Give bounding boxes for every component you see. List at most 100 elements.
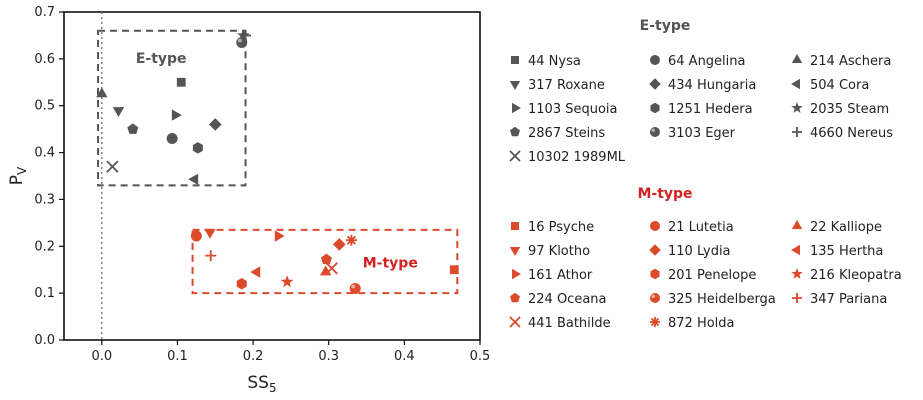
legend-label: 21 Lutetia bbox=[668, 220, 734, 235]
sphere-marker-shape bbox=[650, 293, 660, 303]
triangle-up-marker-shape bbox=[319, 265, 332, 276]
triangle-right-marker-shape bbox=[512, 268, 521, 280]
data-point-star bbox=[280, 275, 294, 288]
legend-entry: 224 Oceana bbox=[510, 292, 607, 307]
legend-marker-plus bbox=[792, 293, 802, 303]
data-point-square bbox=[449, 265, 459, 275]
legend-entry: 16 Psyche bbox=[511, 220, 594, 235]
star-marker-shape bbox=[791, 102, 803, 113]
legend-marker-diamond bbox=[649, 244, 661, 256]
legend-label: 135 Hertha bbox=[810, 244, 883, 259]
star-marker-shape bbox=[280, 275, 294, 288]
circle-marker-shape bbox=[190, 230, 202, 242]
legend-entry: 216 Kleopatra bbox=[791, 268, 902, 283]
plus-marker-shape bbox=[205, 250, 217, 262]
legend-entry: 3103 Eger bbox=[650, 126, 736, 141]
circle-marker-shape bbox=[650, 55, 660, 65]
legend-marker-sphere bbox=[650, 293, 660, 303]
legend-label: 434 Hungaria bbox=[668, 78, 756, 93]
legend-label: 1251 Hedera bbox=[668, 102, 753, 117]
x-axis-label-subscript: 5 bbox=[269, 381, 277, 395]
legend-label: 22 Kalliope bbox=[810, 220, 882, 235]
legend-label: 201 Penelope bbox=[668, 268, 756, 283]
sphere-highlight bbox=[651, 128, 655, 132]
square-marker-shape bbox=[449, 265, 459, 275]
hexagon-marker-shape bbox=[236, 277, 247, 290]
y-tick-label: 0.0 bbox=[34, 333, 55, 348]
pentagon-marker-shape bbox=[510, 292, 520, 303]
data-point-circle bbox=[190, 230, 202, 242]
asterisk-marker-shape bbox=[345, 234, 357, 246]
data-point-triangle-up bbox=[319, 265, 332, 276]
legend-marker-sphere bbox=[650, 127, 660, 137]
legend-entry: 2867 Steins bbox=[510, 126, 605, 141]
legend-entry: 44 Nysa bbox=[511, 54, 581, 69]
y-tick-label: 0.6 bbox=[34, 52, 55, 67]
square-marker-shape bbox=[176, 77, 186, 87]
y-tick-label: 0.5 bbox=[34, 99, 55, 114]
triangle-up-marker-shape bbox=[791, 54, 803, 63]
hexagon-marker-shape bbox=[650, 102, 660, 114]
legend-marker-x bbox=[509, 150, 521, 162]
e-type-box-label: E-type bbox=[136, 51, 187, 67]
x-axis-label: SS5 bbox=[247, 373, 276, 395]
legend-label: 97 Klotho bbox=[528, 244, 590, 259]
legend-marker-pentagon bbox=[510, 292, 520, 303]
legend-label: 2867 Steins bbox=[528, 126, 605, 141]
legend-marker-triangle-down bbox=[509, 247, 521, 256]
legend-label: 317 Roxane bbox=[528, 78, 605, 93]
diamond-marker-shape bbox=[649, 244, 661, 256]
legend-label: 1103 Sequoia bbox=[528, 102, 618, 117]
legend-entry: 872 Holda bbox=[650, 316, 735, 331]
sphere-highlight bbox=[651, 294, 655, 298]
legend-marker-triangle-right bbox=[512, 268, 521, 280]
legend-label: 347 Pariana bbox=[810, 292, 887, 307]
legend-entry: 4660 Nereus bbox=[792, 126, 893, 141]
diamond-marker-shape bbox=[332, 238, 346, 251]
data-point-hexagon bbox=[236, 277, 247, 290]
x-marker-shape bbox=[509, 150, 521, 162]
circle-marker-shape bbox=[650, 221, 660, 231]
y-axis-label: PV bbox=[7, 166, 29, 185]
legend-label: 110 Lydia bbox=[668, 244, 731, 259]
triangle-down-marker-shape bbox=[112, 107, 125, 117]
legend-entry: 64 Angelina bbox=[650, 54, 746, 69]
x-tick-label: 0.0 bbox=[91, 349, 112, 364]
hexagon-marker-shape bbox=[192, 142, 203, 154]
y-tick-label: 0.3 bbox=[34, 192, 55, 207]
legend-label: 224 Oceana bbox=[528, 292, 607, 307]
x-axis-label-main: SS bbox=[247, 373, 269, 393]
legend-label: 10302 1989ML bbox=[528, 150, 626, 165]
legend-marker-square bbox=[511, 222, 519, 230]
axes-frame bbox=[63, 11, 481, 341]
x-tick-label: 0.1 bbox=[167, 349, 188, 364]
asterisk-marker-shape bbox=[650, 317, 660, 327]
y-tick-label: 0.4 bbox=[34, 146, 55, 161]
legend-entry: 97 Klotho bbox=[509, 244, 590, 259]
legend-entry: 1251 Hedera bbox=[650, 102, 753, 117]
legend-label: 325 Heidelberga bbox=[668, 292, 776, 307]
triangle-down-marker-shape bbox=[204, 228, 216, 239]
legend-entry: 22 Kalliope bbox=[791, 220, 882, 235]
y-tick-label: 0.7 bbox=[34, 5, 55, 20]
data-point-x bbox=[325, 262, 338, 275]
data-point-diamond bbox=[208, 118, 222, 131]
legend-entry: 434 Hungaria bbox=[649, 78, 756, 93]
legend-marker-triangle-right bbox=[512, 102, 521, 114]
legend-entry: 21 Lutetia bbox=[650, 220, 734, 235]
data-point-pentagon bbox=[320, 253, 332, 265]
legend-label: 216 Kleopatra bbox=[810, 268, 902, 283]
data-point-square bbox=[176, 77, 186, 87]
legend-label: 161 Athor bbox=[528, 268, 593, 283]
star-marker-shape bbox=[791, 268, 803, 279]
triangle-up-marker-shape bbox=[791, 220, 803, 229]
legend-label: 44 Nysa bbox=[528, 54, 581, 69]
x-marker-shape bbox=[509, 316, 521, 328]
data-point-x bbox=[106, 160, 119, 173]
e-type-group-box bbox=[97, 29, 247, 187]
legend-label: 3103 Eger bbox=[668, 126, 736, 141]
data-point-plus bbox=[240, 29, 252, 41]
data-point-triangle-left bbox=[188, 173, 199, 185]
diamond-marker-shape bbox=[208, 118, 222, 131]
legend-entry: 2035 Steam bbox=[791, 102, 889, 117]
